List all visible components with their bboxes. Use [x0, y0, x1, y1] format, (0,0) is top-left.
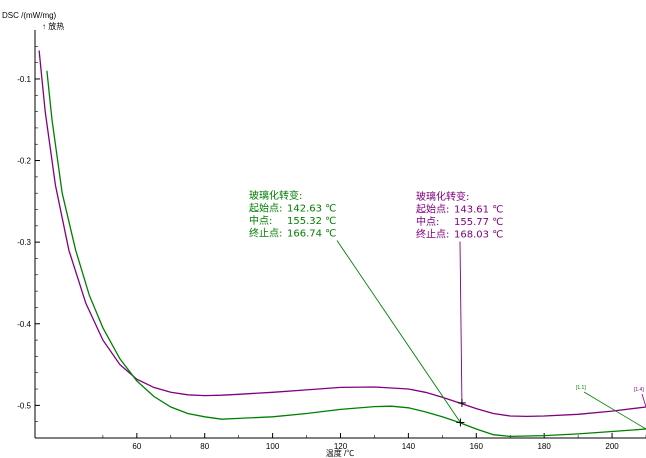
x-tick-label: 200: [605, 442, 619, 451]
transition-row-label: 中点:: [416, 215, 439, 228]
transition-row-value: 142.63 ℃: [287, 204, 336, 215]
series-line-1: [46, 70, 646, 438]
glass-transition-heading: 玻璃化转变:: [416, 190, 469, 203]
series-tag: [1.1]: [576, 385, 586, 391]
transition-row-value: 166.74 ℃: [287, 229, 336, 240]
x-ticks: 60 80 100 120 140 160 180 200: [102, 433, 646, 451]
x-tick-label: 100: [266, 442, 280, 451]
series-tag-leader: [641, 393, 646, 408]
series-layer: [1.4] [1.1]: [38, 50, 646, 438]
series-tag-leader: [583, 391, 646, 430]
transition-row-value: 155.32 ℃: [287, 216, 336, 227]
annotation-leader: [459, 241, 463, 403]
y-tick-label: -0.2: [17, 157, 31, 166]
x-tick-label: 120: [334, 442, 348, 451]
y-ticks: -0.1 -0.2 -0.3 -0.4 -0.5: [17, 46, 40, 422]
x-tick-label: 180: [537, 442, 551, 451]
series-line-0: [38, 50, 646, 418]
annotation-leader: [336, 240, 461, 423]
transition-row-label: 起始点:: [249, 202, 282, 215]
exo-direction-label: ↑ 放热: [42, 21, 64, 31]
transition-row-label: 中点:: [249, 214, 272, 227]
y-tick-label: -0.5: [17, 401, 31, 410]
transition-row-value: 155.77 ℃: [454, 217, 503, 228]
transition-row-value: 143.61 ℃: [454, 205, 503, 216]
x-axis-title: 温度 /℃: [326, 448, 354, 458]
transition-row-label: 终止点:: [416, 228, 449, 241]
x-tick-label: 60: [132, 442, 141, 451]
x-tick-label: 160: [470, 442, 484, 451]
transition-row-label: 终止点:: [249, 227, 282, 240]
glass-transition-heading: 玻璃化转变:: [249, 189, 302, 202]
y-tick-label: -0.4: [17, 320, 31, 329]
x-tick-label: 140: [402, 442, 416, 451]
transition-row-label: 起始点:: [416, 203, 449, 216]
y-axis-title: DSC /(mW/mg): [2, 11, 57, 20]
x-tick-label: 80: [200, 442, 209, 451]
plot-frame: [34, 30, 646, 439]
y-tick-label: -0.1: [17, 75, 31, 84]
y-tick-label: -0.3: [17, 238, 31, 247]
series-tag: [1.4]: [634, 387, 644, 393]
transition-row-value: 168.03 ℃: [454, 230, 503, 241]
